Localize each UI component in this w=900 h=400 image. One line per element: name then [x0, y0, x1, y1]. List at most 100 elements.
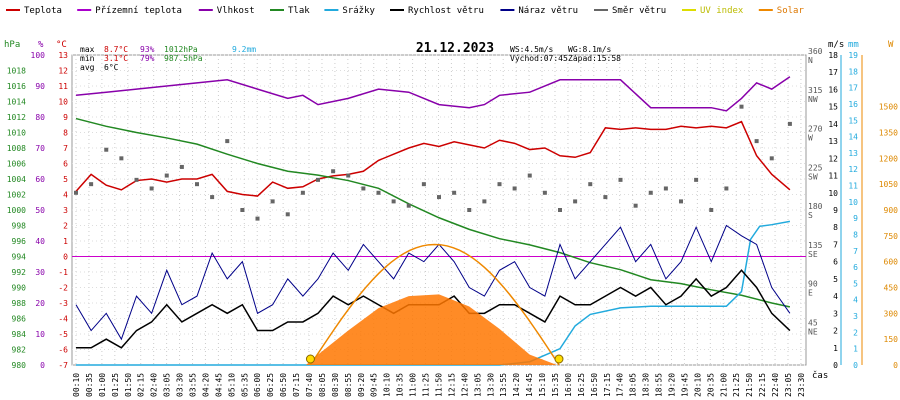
- degc-axis-tick-14: 7: [63, 144, 68, 153]
- degc-axis-tick-8: 1: [63, 237, 68, 246]
- degc-axis-tick-2: -5: [58, 330, 68, 339]
- hpa-axis-tick-11: 1002: [7, 191, 26, 200]
- wind-dir-point-34: [588, 182, 593, 187]
- degc-axis-tick-1: -6: [58, 346, 68, 355]
- wind-dir-point-18: [346, 173, 351, 178]
- wind-dir-point-45: [754, 139, 759, 144]
- w-axis-tick-4: 600: [884, 258, 899, 267]
- wind-dir-point-32: [558, 208, 562, 212]
- mm-axis-tick-9: 9: [853, 214, 858, 223]
- x-tick-label-29: 12:15: [447, 373, 456, 397]
- stats-hum-1: 79%: [140, 54, 155, 63]
- wind-dir-point-38: [648, 190, 653, 195]
- x-tick-label-49: 20:35: [706, 373, 715, 397]
- stats-temp-2: 6°C: [104, 63, 119, 72]
- x-tick-label-22: 09:20: [357, 373, 366, 397]
- wind-dir-point-26: [467, 208, 472, 212]
- dir-tick-deg-7: 360: [808, 47, 823, 56]
- x-tick-label-34: 14:20: [512, 373, 521, 397]
- dir-tick-deg-5: 270: [808, 125, 823, 134]
- x-tick-label-13: 05:35: [240, 373, 249, 397]
- hpa-axis-tick-19: 1018: [7, 67, 26, 76]
- x-tick-label-21: 08:55: [344, 373, 353, 397]
- legend-label-2: Vlhkost: [217, 6, 255, 16]
- legend-label-0: Teplota: [24, 6, 62, 16]
- legend-label-7: Směr větru: [612, 6, 666, 16]
- hpa-axis-tick-3: 986: [12, 315, 27, 324]
- mm-axis-tick-5: 5: [853, 279, 858, 288]
- wind-dir-point-36: [618, 177, 623, 182]
- wind-dir-point-44: [739, 104, 744, 109]
- degc-axis-tick-20: 13: [58, 51, 68, 60]
- x-tick-label-16: 06:50: [279, 373, 288, 397]
- x-tick-label-46: 19:20: [667, 373, 676, 397]
- mm-axis-tick-4: 4: [853, 296, 858, 305]
- hpa-axis-tick-18: 1016: [7, 82, 26, 91]
- dir-tick-dir-5: W: [808, 134, 813, 143]
- pct-axis-tick-1: 10: [35, 330, 45, 339]
- pct-axis-tick-6: 60: [35, 175, 45, 184]
- mm-axis-tick-1: 1: [853, 345, 858, 354]
- wind-dir-point-7: [179, 164, 184, 169]
- w-axis-tick-9: 1350: [879, 129, 898, 138]
- wind-dir-point-9: [210, 195, 215, 200]
- stats-wg: WG:8.1m/s: [568, 45, 612, 54]
- wind-dir-point-42: [709, 208, 714, 212]
- w-axis-tick-7: 1050: [879, 180, 898, 189]
- ms-axis-tick-16: 16: [828, 85, 838, 94]
- dir-tick-dir-7: N: [808, 56, 813, 65]
- x-tick-label-42: 17:40: [616, 373, 625, 397]
- w-axis-tick-10: 1500: [879, 103, 898, 112]
- stats-sunset: Západ:15:58: [568, 54, 621, 63]
- sun-marker-0: [305, 354, 315, 364]
- wind-dir-point-24: [437, 195, 441, 200]
- wind-dir-point-8: [195, 182, 199, 187]
- stats-label-1: min: [80, 54, 95, 63]
- x-tick-label-4: 01:50: [124, 373, 133, 397]
- x-tick-label-17: 07:15: [292, 373, 301, 397]
- wind-dir-point-30: [527, 173, 532, 178]
- stats-ws: WS:4.5m/s: [510, 45, 554, 54]
- hpa-axis-tick-15: 1010: [7, 129, 26, 138]
- ms-axis-tick-0: 0: [833, 361, 838, 370]
- x-tick-label-11: 04:45: [214, 373, 223, 397]
- hpa-axis-tick-9: 998: [12, 222, 27, 231]
- ms-axis-tick-5: 5: [833, 275, 838, 284]
- wind-dir-point-6: [164, 173, 169, 178]
- w-axis-tick-1: 150: [884, 335, 899, 344]
- dir-tick-dir-6: NW: [808, 95, 818, 104]
- stats-rain-0: 9.2mm: [232, 45, 256, 54]
- wind-dir-point-27: [482, 199, 487, 204]
- mm-axis-tick-10: 10: [848, 198, 858, 207]
- wind-dir-point-14: [285, 212, 290, 217]
- x-tick-label-30: 12:40: [460, 373, 469, 397]
- stats-hum-0: 93%: [140, 45, 155, 54]
- wind-dir-point-16: [316, 177, 320, 182]
- hpa-axis-tick-8: 996: [12, 237, 27, 246]
- x-tick-label-45: 18:55: [655, 373, 664, 397]
- wind-dir-point-12: [255, 216, 260, 221]
- hpa-axis-tick-13: 1006: [7, 160, 26, 169]
- x-tick-label-33: 13:55: [499, 373, 508, 397]
- wind-dir-point-37: [633, 203, 638, 208]
- hpa-axis-unit: hPa: [4, 40, 20, 50]
- wind-dir-point-40: [679, 199, 683, 204]
- ms-axis-tick-1: 1: [833, 344, 838, 353]
- wind-dir-point-4: [134, 177, 139, 182]
- legend-label-5: Rychlost větru: [408, 6, 484, 16]
- hpa-axis-tick-14: 1008: [7, 144, 26, 153]
- mm-axis-unit: mm: [848, 40, 859, 50]
- wind-dir-point-13: [270, 199, 275, 204]
- series-line-2: [75, 117, 791, 308]
- x-tick-label-25: 10:35: [396, 373, 405, 397]
- hpa-axis-tick-16: 1012: [7, 113, 26, 122]
- ms-axis-tick-11: 11: [828, 172, 838, 181]
- x-tick-label-12: 05:10: [227, 373, 236, 397]
- ms-axis-tick-2: 2: [833, 327, 838, 336]
- x-tick-label-55: 23:05: [784, 373, 793, 397]
- x-tick-label-14: 06:00: [253, 373, 262, 397]
- ms-axis-tick-13: 13: [828, 137, 838, 146]
- series-line-0: [75, 120, 791, 197]
- degc-axis-tick-13: 6: [63, 160, 68, 169]
- wind-dir-point-20: [376, 190, 381, 195]
